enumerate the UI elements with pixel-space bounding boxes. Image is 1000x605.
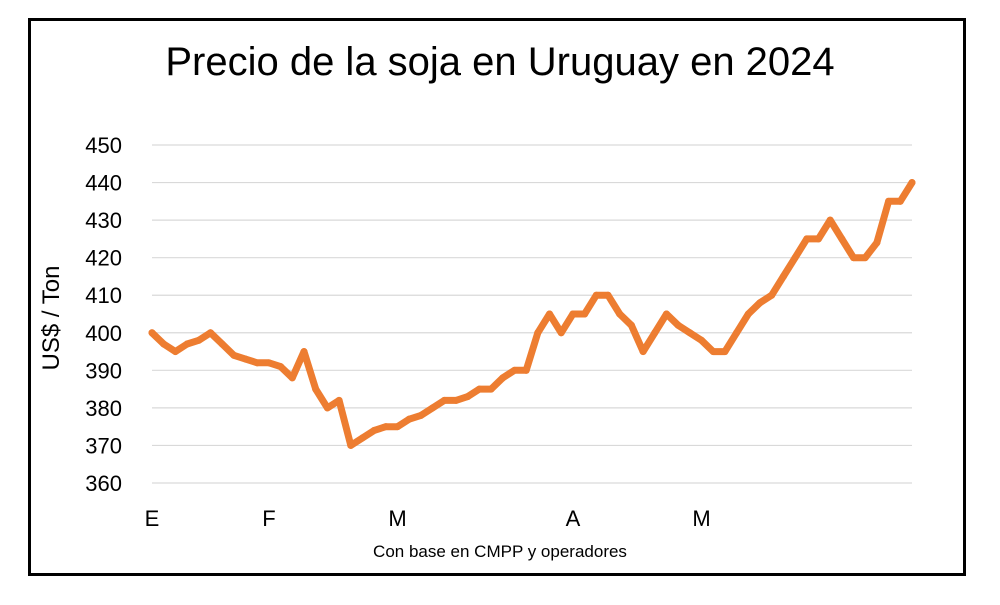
data-point — [253, 359, 261, 367]
data-point — [826, 216, 834, 224]
data-point — [440, 396, 448, 404]
data-point — [756, 299, 764, 307]
data-point — [534, 329, 542, 337]
y-tick-label: 430 — [85, 208, 122, 233]
data-point — [546, 310, 554, 318]
data-point — [873, 239, 881, 247]
data-point — [639, 348, 647, 356]
y-tick-label: 380 — [85, 396, 122, 421]
data-point — [709, 348, 717, 356]
data-point — [429, 404, 437, 412]
data-point — [195, 336, 203, 344]
data-point — [885, 197, 893, 205]
y-tick-labels: 360 370 380 390 400 410 420 430 440 450 — [85, 133, 122, 496]
data-point — [510, 366, 518, 374]
y-tick-label: 400 — [85, 321, 122, 346]
data-point — [242, 355, 250, 363]
x-tick-label: A — [566, 506, 581, 531]
data-point — [850, 254, 858, 262]
chart-title: Precio de la soja en Uruguay en 2024 — [165, 40, 835, 84]
data-point — [475, 385, 483, 393]
y-tick-label: 390 — [85, 358, 122, 383]
data-point — [814, 235, 822, 243]
data-point — [148, 329, 156, 337]
data-point — [698, 336, 706, 344]
x-tick-label: M — [692, 506, 710, 531]
data-point — [183, 340, 191, 348]
data-point — [312, 385, 320, 393]
data-point — [838, 235, 846, 243]
data-point — [651, 329, 659, 337]
data-point — [452, 396, 460, 404]
data-point — [721, 348, 729, 356]
data-point — [627, 321, 635, 329]
data-point — [160, 340, 168, 348]
data-point — [382, 423, 390, 431]
data-point — [499, 374, 507, 382]
data-point — [803, 235, 811, 243]
data-point — [323, 404, 331, 412]
data-point — [171, 348, 179, 356]
data-point — [405, 415, 413, 423]
y-tick-label: 360 — [85, 471, 122, 496]
data-point — [218, 340, 226, 348]
x-tick-label: M — [388, 506, 406, 531]
data-point — [861, 254, 869, 262]
data-point — [662, 310, 670, 318]
data-point — [265, 359, 273, 367]
data-point — [592, 291, 600, 299]
data-point — [557, 329, 565, 337]
data-point — [417, 411, 425, 419]
data-point — [522, 366, 530, 374]
data-point — [335, 396, 343, 404]
y-tick-label: 450 — [85, 133, 122, 158]
x-tick-label: E — [145, 506, 160, 531]
data-point — [674, 321, 682, 329]
data-point — [206, 329, 214, 337]
series-layer — [148, 179, 916, 449]
data-point — [347, 441, 355, 449]
data-point — [300, 348, 308, 356]
series-line — [148, 179, 916, 449]
y-tick-label: 410 — [85, 283, 122, 308]
data-point — [569, 310, 577, 318]
data-point — [277, 363, 285, 371]
data-point — [581, 310, 589, 318]
gridlines — [152, 144, 912, 484]
y-tick-label: 420 — [85, 246, 122, 271]
data-point — [288, 374, 296, 382]
data-point — [744, 310, 752, 318]
data-point — [768, 291, 776, 299]
data-point — [230, 351, 238, 359]
data-point — [896, 197, 904, 205]
data-point — [487, 385, 495, 393]
data-point — [394, 423, 402, 431]
data-point — [616, 310, 624, 318]
data-point — [779, 272, 787, 280]
data-point — [358, 434, 366, 442]
data-point — [370, 426, 378, 434]
x-tick-label: F — [262, 506, 275, 531]
y-tick-label: 440 — [85, 171, 122, 196]
data-point — [604, 291, 612, 299]
data-point — [733, 329, 741, 337]
data-point — [464, 393, 472, 401]
y-tick-label: 370 — [85, 433, 122, 458]
data-point — [791, 254, 799, 262]
data-point — [686, 329, 694, 337]
data-point — [908, 179, 916, 187]
source-note: Con base en CMPP y operadores — [373, 542, 627, 561]
